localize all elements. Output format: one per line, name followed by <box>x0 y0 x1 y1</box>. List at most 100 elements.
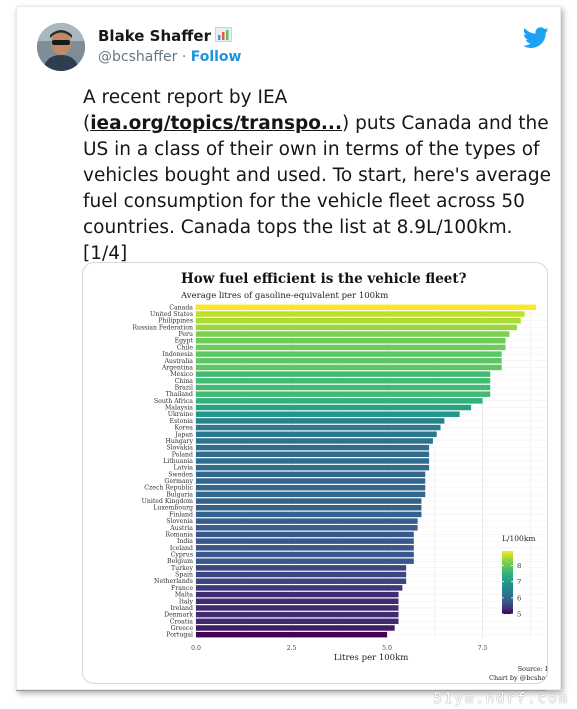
avatar-photo <box>37 23 85 71</box>
category-label: Sweden <box>168 471 193 478</box>
category-label: Hungary <box>166 438 194 445</box>
category-label: South Africa <box>154 398 193 405</box>
bar <box>196 478 426 484</box>
category-label: Mexico <box>170 371 193 378</box>
category-label: Portugal <box>166 632 193 639</box>
bar <box>196 398 483 404</box>
bar <box>196 364 502 371</box>
category-label: Finland <box>169 511 193 518</box>
category-label: Egypt <box>175 338 194 345</box>
author-handle[interactable]: @bcshaffer <box>98 49 178 65</box>
category-label: Latvia <box>174 465 194 472</box>
category-label: Canada <box>169 304 193 311</box>
bar <box>196 331 510 337</box>
x-tick-label: 0.0 <box>191 645 201 652</box>
category-label: Denmark <box>164 612 193 619</box>
bar <box>196 538 414 544</box>
bar <box>196 491 426 498</box>
category-label: India <box>177 538 193 545</box>
category-label: Bulgaria <box>166 491 193 498</box>
chart-source: Source: IEA <box>518 665 547 673</box>
category-label: Ukraine <box>168 411 194 418</box>
bar <box>196 391 491 397</box>
category-label: Korea <box>175 425 194 432</box>
category-label: Argentina <box>161 364 193 371</box>
category-label: Australia <box>164 358 194 365</box>
tweet-text: A recent report by IEA (iea.org/topics/t… <box>83 87 551 264</box>
bar <box>196 444 430 451</box>
category-label: Greece <box>171 625 194 632</box>
bar <box>196 438 433 444</box>
category-label: Thailand <box>166 391 193 398</box>
bar <box>196 598 399 604</box>
category-label: Slovenia <box>166 518 193 525</box>
bar <box>196 505 422 511</box>
bar <box>196 558 414 564</box>
x-tick-label: 5.0 <box>382 645 392 652</box>
bar <box>196 471 426 478</box>
legend-tick-label: 5 <box>517 611 521 619</box>
author-name[interactable]: Blake Shaffer <box>98 27 232 45</box>
follow-button[interactable]: Follow <box>190 49 242 65</box>
bar <box>196 518 418 524</box>
bar <box>196 464 430 471</box>
category-label: Malaysia <box>165 405 193 412</box>
bar <box>196 351 502 357</box>
bar <box>196 317 521 324</box>
twitter-bird-icon[interactable] <box>523 27 549 49</box>
category-label: Czech Republic <box>144 485 193 492</box>
bar <box>196 531 414 538</box>
bar <box>196 358 502 364</box>
bar <box>196 451 430 458</box>
author-handle-row: @bcshaffer · Follow <box>98 49 241 65</box>
category-label: Lithuania <box>163 458 193 465</box>
iea-link[interactable]: iea.org/topics/transpo... <box>90 113 342 134</box>
category-label: Poland <box>172 451 193 458</box>
bar <box>196 511 422 518</box>
bar <box>196 551 414 558</box>
bar-chart-emoji-icon <box>215 27 232 42</box>
bar <box>196 625 395 631</box>
bar <box>196 605 399 611</box>
category-label: Romania <box>165 531 193 538</box>
bar <box>196 525 418 531</box>
bar <box>196 458 430 464</box>
category-label: Chile <box>177 344 194 351</box>
bar <box>196 571 407 578</box>
category-label: Indonesia <box>162 351 193 358</box>
bar <box>196 618 399 625</box>
category-label: Iceland <box>170 545 193 552</box>
category-label: Belgium <box>167 558 193 565</box>
bar <box>196 371 491 377</box>
category-label: United Kingdom <box>142 498 193 505</box>
bar <box>196 591 399 598</box>
category-label: Spain <box>175 572 193 579</box>
category-label: Luxembourg <box>153 505 193 512</box>
category-label: Malta <box>175 592 193 599</box>
avatar[interactable] <box>37 23 85 71</box>
legend-title: L/100km <box>502 534 535 543</box>
bar <box>196 411 460 417</box>
bar <box>196 304 537 311</box>
category-label: Croatia <box>170 618 194 625</box>
bar <box>196 585 403 591</box>
bar <box>196 344 506 351</box>
bar <box>196 338 506 344</box>
bar <box>196 565 407 571</box>
bar <box>196 611 399 618</box>
category-label: Slovakia <box>166 445 193 452</box>
category-label: Austria <box>169 525 193 532</box>
bar <box>196 311 525 317</box>
legend-tick-label: 8 <box>517 562 521 570</box>
separator-dot: · <box>181 49 187 65</box>
category-label: France <box>171 585 193 592</box>
bar <box>196 631 388 638</box>
bar <box>196 498 422 504</box>
category-label: Cyprus <box>171 552 193 559</box>
chart-image[interactable]: Canada United States Philippines Russian Fe… <box>82 262 548 684</box>
chart-credit: Chart by @bcshaffer <box>489 674 547 682</box>
tweet-card: Blake Shaffer @bcshaffer · Follow A rece… <box>16 6 561 690</box>
bar <box>196 578 407 584</box>
category-label: Estonia <box>169 418 193 425</box>
category-label: Netherlands <box>154 578 193 585</box>
